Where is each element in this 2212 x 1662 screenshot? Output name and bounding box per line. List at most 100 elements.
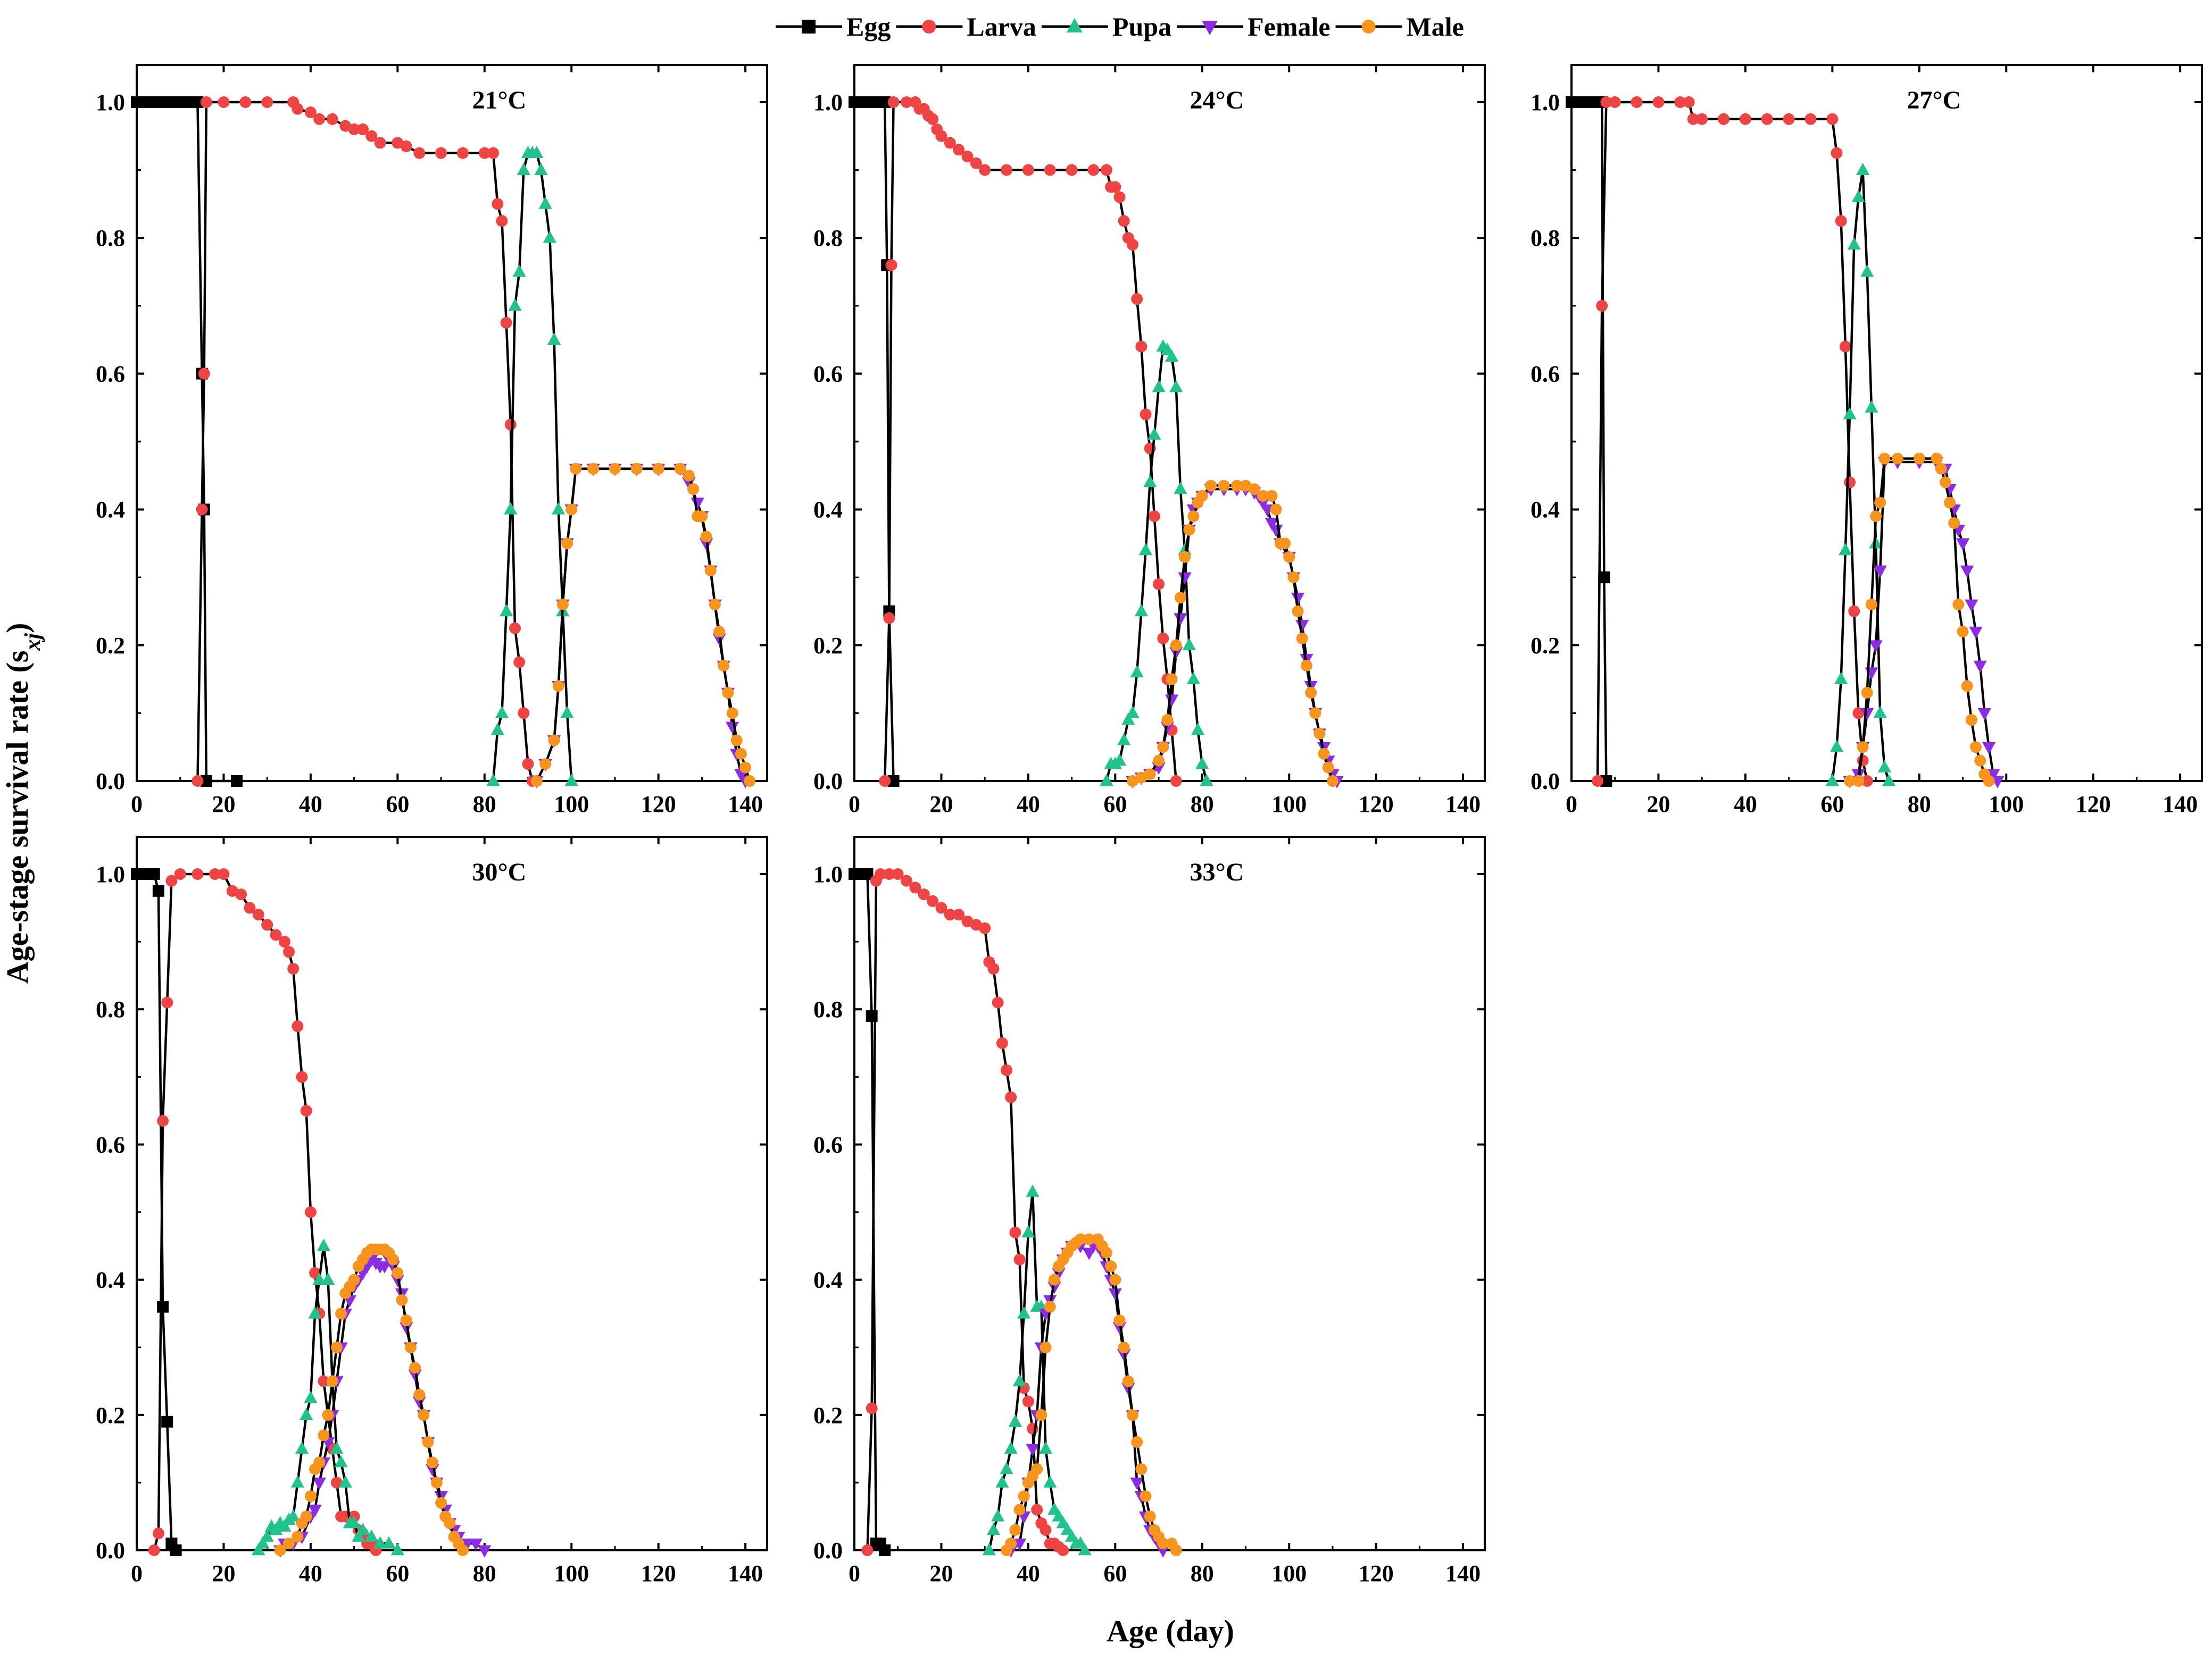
data-point-larva <box>970 157 982 169</box>
series-line-egg <box>137 101 237 783</box>
data-point-larva <box>1044 164 1056 176</box>
data-point-male <box>1157 1538 1169 1550</box>
data-point-larva <box>887 96 900 108</box>
y-axis-title: Age-stage survival rate (sxj) <box>0 623 45 984</box>
panel-title: 21°C <box>472 86 526 114</box>
data-point-pupa <box>347 1516 361 1528</box>
data-point-larva <box>513 656 526 668</box>
data-point-female <box>478 1545 492 1558</box>
data-point-larva <box>1609 96 1621 108</box>
data-point-larva <box>1835 215 1847 227</box>
data-point-pupa <box>1100 774 1113 786</box>
data-point-male <box>726 707 738 719</box>
data-point-female <box>1965 599 1978 612</box>
data-point-female <box>1160 721 1175 734</box>
x-tick-label: 20 <box>1646 791 1670 817</box>
data-point-larva <box>218 868 230 880</box>
y-tick-label: 0.2 <box>96 633 125 659</box>
legend: Egg Larva Pupa Female Male <box>776 12 1464 41</box>
panel-24-c: 0 20 40 60 80 100 120 140 0.0 0.2 0.4 0.6 0.8 1.0 24°C <box>813 64 1486 817</box>
series-line-female <box>1010 1244 1165 1551</box>
x-tick-label: 120 <box>641 1560 676 1586</box>
data-point-pupa <box>1112 753 1127 766</box>
data-point-pupa <box>1195 757 1209 769</box>
data-point-male <box>400 1314 412 1326</box>
legend-item-egg: Egg <box>776 12 891 41</box>
x-axis-title: Age (day) <box>1107 1614 1234 1648</box>
data-point-female <box>1108 1288 1122 1301</box>
y-tick-label: 0.4 <box>813 1267 843 1293</box>
y-tick-label: 0.0 <box>96 1538 125 1564</box>
data-point-larva <box>326 113 338 125</box>
data-point-pupa <box>995 1475 1009 1488</box>
data-point-pupa <box>1147 427 1161 440</box>
data-point-male <box>1170 1544 1182 1556</box>
series-male <box>1844 452 1995 787</box>
x-tick-label: 60 <box>1103 791 1127 817</box>
data-point-male <box>1044 1301 1056 1313</box>
data-point-male <box>566 503 578 516</box>
data-point-pupa <box>269 1523 283 1535</box>
data-point-larva <box>927 895 939 907</box>
x-tick-label: 20 <box>212 791 235 817</box>
data-point-larva <box>883 612 895 624</box>
series-larva <box>861 868 1069 1556</box>
data-point-female <box>1969 626 1983 639</box>
y-tick-label: 1.0 <box>1531 89 1560 115</box>
data-point-male <box>1957 626 1969 638</box>
data-point-pupa <box>1860 264 1874 277</box>
x-tick-label: 140 <box>728 1560 763 1586</box>
series-larva <box>879 96 1182 787</box>
legend-label: Female <box>1248 12 1330 41</box>
data-point-male <box>1005 1538 1017 1550</box>
data-point-larva <box>1696 113 1708 125</box>
data-point-male <box>744 775 756 787</box>
data-point-larva <box>992 996 1004 1009</box>
y-tick-label: 1.0 <box>813 89 843 115</box>
data-point-female <box>1860 708 1874 721</box>
data-point-larva <box>1153 578 1165 590</box>
data-point-male <box>292 1531 304 1543</box>
x-tick-label: 80 <box>1191 791 1214 817</box>
series-egg <box>131 96 243 787</box>
data-point-pupa <box>991 1509 1005 1522</box>
data-point-egg <box>879 96 891 108</box>
series-line-pupa <box>1831 169 1890 782</box>
data-point-female <box>1256 497 1270 510</box>
data-point-male <box>1157 741 1169 753</box>
data-point-male <box>418 1409 430 1421</box>
y-tick-label: 0.2 <box>96 1402 125 1428</box>
series-larva <box>192 96 538 787</box>
data-point-pupa <box>552 502 566 514</box>
data-point-pupa <box>252 1543 265 1556</box>
data-point-pupa <box>530 145 544 159</box>
data-point-larva <box>909 882 921 894</box>
data-point-larva <box>413 147 426 159</box>
x-tick-label: 40 <box>1017 791 1040 817</box>
data-point-pupa <box>534 162 548 175</box>
data-point-egg <box>887 775 900 787</box>
data-point-male <box>1013 1503 1026 1516</box>
data-point-male <box>1187 510 1200 522</box>
data-point-pupa <box>543 230 557 243</box>
legend-item-male: Male <box>1335 12 1464 41</box>
data-point-larva <box>198 368 210 380</box>
data-point-egg <box>157 1301 169 1313</box>
x-tick-label: 40 <box>299 1560 322 1586</box>
data-point-larva <box>1852 707 1865 719</box>
data-point-male <box>1140 1490 1152 1502</box>
data-point-pupa <box>1856 162 1870 175</box>
data-point-pupa <box>1182 638 1196 651</box>
data-point-larva <box>1113 191 1126 203</box>
data-point-egg <box>1600 775 1612 787</box>
data-point-larva <box>374 137 386 149</box>
data-point-larva <box>935 130 947 142</box>
series-female <box>1843 456 2005 788</box>
data-point-pupa <box>517 162 530 175</box>
series-egg <box>849 868 891 1556</box>
data-point-larva <box>1631 96 1643 108</box>
data-point-larva <box>196 503 208 516</box>
x-tick-label: 80 <box>1191 1560 1214 1586</box>
y-tick-label: 0.2 <box>813 1402 843 1428</box>
data-point-larva <box>1001 164 1013 176</box>
